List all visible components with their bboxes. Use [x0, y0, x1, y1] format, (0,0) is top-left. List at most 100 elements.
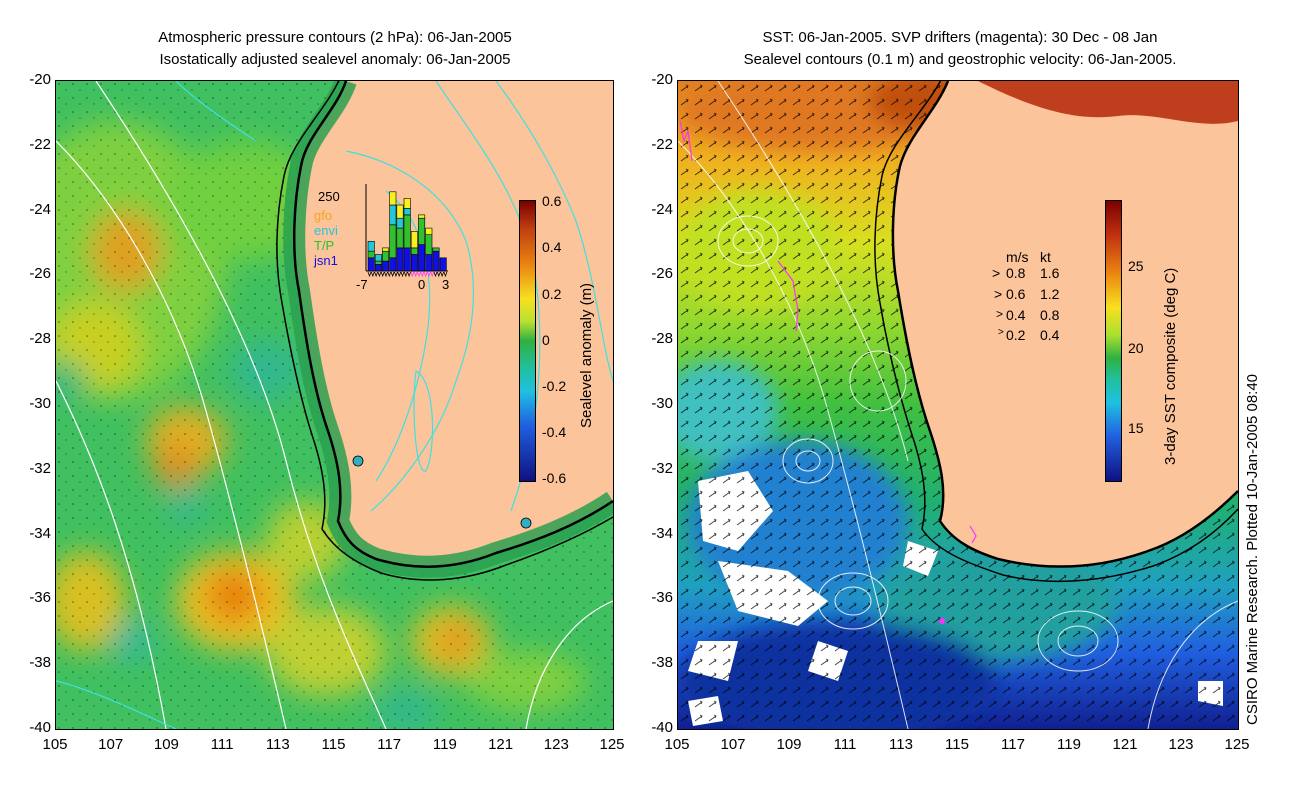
y-tick-label: -38: [29, 654, 51, 672]
y-tick-label: -34: [651, 524, 673, 542]
sealevel-tick-m0.2: -0.2: [542, 378, 567, 394]
inset-bar-segment: [367, 250, 375, 259]
y-tick-label: -30: [651, 395, 673, 412]
x-tick-label: 107: [720, 736, 746, 753]
inset-bar-segment: [396, 247, 404, 272]
inset-bar-segment: [389, 191, 397, 206]
y-tick-label: -26: [651, 265, 673, 283]
inset-bar-segment: [389, 257, 397, 272]
left-panel-title: Atmospheric pressure contours (2 hPa): 0…: [60, 28, 610, 72]
inset-bar-segment: [432, 247, 440, 252]
inset-bar-segment: [374, 264, 382, 272]
inset-bar-segment: [396, 217, 404, 229]
right-title-line2: Sealevel contours (0.1 m) and geostrophi…: [743, 51, 1177, 68]
y-tick-label: -26: [29, 265, 51, 283]
velocity-arrow-0.2: >: [998, 327, 1004, 338]
x-tick-label: 121: [1112, 736, 1138, 753]
inset-pass-marker: [400, 271, 405, 278]
y-tick-label: -22: [29, 135, 51, 153]
velocity-arrow-0.8: >: [992, 265, 1001, 281]
velocity-kt-0.8: 0.8: [1040, 307, 1060, 323]
inset-bar-segment: [367, 257, 375, 272]
sst-tick-15: 15: [1128, 420, 1144, 436]
sst-map-graphic: [678, 81, 1238, 729]
sealevel-tick-0.6: 0.6: [542, 193, 562, 209]
satellite-pass-histogram: [365, 184, 448, 278]
sealevel-tick-0.4: 0.4: [542, 239, 562, 255]
sst-map[interactable]: m/s kt > 0.8 1.6 > 0.6 1.2 > 0.4 0.8 > 0…: [677, 80, 1239, 730]
inset-bar-segment: [410, 231, 418, 249]
inset-pass-marker: [423, 271, 428, 278]
velocity-ms-0.6: 0.6: [1006, 286, 1026, 302]
x-tick-label: 115: [945, 736, 969, 753]
y-tick-label: -24: [29, 200, 51, 218]
inset-bar-segment: [418, 214, 426, 219]
x-tick-label: 123: [1168, 736, 1194, 753]
inset-pass-marker: [430, 271, 435, 278]
sealevel-tick-0: 0: [542, 332, 550, 348]
y-tick-label: -40: [29, 719, 51, 736]
x-tick-label: 119: [432, 736, 457, 753]
x-tick-label: 121: [488, 736, 514, 753]
x-tick-label: 111: [210, 736, 234, 753]
y-tick-label: -30: [29, 395, 51, 412]
inset-legend-jsn1: jsn1: [314, 253, 338, 268]
sealevel-anomaly-map[interactable]: 250 gfo envi T/P jsn1 -7 0 3: [55, 80, 614, 730]
inset-bar-segment: [410, 247, 418, 255]
inset-pass-marker: [374, 271, 378, 278]
right-panel-title: SST: 06-Jan-2005. SVP drifters (magenta)…: [640, 28, 1280, 72]
inset-legend-envi: envi: [314, 223, 338, 238]
x-tick-label: 125: [599, 736, 625, 753]
inset-bar-segment: [425, 254, 433, 272]
inset-pass-marker: [397, 271, 402, 278]
velocity-arrow-0.4: >: [996, 307, 1004, 321]
x-tick-label: 113: [265, 736, 290, 753]
inset-bar-segment: [374, 260, 382, 265]
y-tick-label: -40: [651, 719, 673, 736]
inset-pass-marker: [420, 271, 425, 278]
inset-pass-marker: [387, 271, 392, 278]
sst-colorbar-label: 3-day SST composite (deg C): [1162, 267, 1179, 465]
y-tick-label: -20: [651, 71, 673, 88]
velocity-ms-0.2: 0.2: [1006, 327, 1026, 343]
inset-bar-segment: [396, 204, 404, 219]
inset-pass-marker: [410, 271, 415, 278]
inset-pass-marker: [407, 271, 411, 278]
left-title-line1: Atmospheric pressure contours (2 hPa): 0…: [158, 29, 512, 46]
sealevel-tick-0.2: 0.2: [542, 286, 562, 302]
x-tick-label: 123: [543, 736, 569, 753]
inset-bar-segment: [418, 244, 426, 272]
inset-bar-segment: [425, 234, 433, 255]
velocity-kt-1.6: 1.6: [1040, 265, 1060, 281]
x-tick-label: 125: [1224, 736, 1250, 753]
x-tick-label: 119: [1057, 736, 1081, 753]
inset-pass-marker: [443, 271, 448, 278]
inset-bar-segment: [382, 250, 390, 262]
inset-bar-segment: [389, 224, 397, 259]
inset-bar-segment: [382, 247, 390, 252]
y-tick-label: -22: [651, 135, 673, 153]
inset-bar-segment: [410, 254, 418, 272]
inset-pass-marker: [417, 271, 421, 278]
velocity-kt-0.4: 0.4: [1040, 327, 1060, 343]
sealevel-tick-m0.6: -0.6: [542, 470, 567, 486]
velocity-kt-1.2: 1.2: [1040, 286, 1060, 302]
sealevel-colorbar-label: Sealevel anomaly (m): [578, 282, 595, 428]
credit-text: CSIRO Marine Research. Plotted 10-Jan-20…: [1244, 373, 1261, 725]
sst-tick-25: 25: [1128, 258, 1144, 274]
velocity-arrow-0.6: >: [994, 286, 1003, 302]
y-tick-label: -24: [651, 200, 673, 218]
inset-bar-segment: [367, 241, 375, 252]
sst-tick-20: 20: [1128, 340, 1144, 356]
inset-pass-marker: [394, 271, 398, 278]
sealevel-tick-m0.4: -0.4: [542, 424, 567, 440]
inset-bar-segment: [382, 260, 390, 272]
inset-xtick-min: -7: [356, 277, 368, 292]
y-tick-label: -38: [651, 654, 673, 672]
inset-ymax-label: 250: [318, 189, 340, 204]
x-tick-label: 117: [377, 736, 402, 753]
y-tick-label: -28: [29, 330, 51, 348]
x-tick-label: 105: [42, 736, 68, 753]
inset-pass-marker: [427, 271, 431, 278]
sealevel-colorbar: [519, 200, 536, 482]
